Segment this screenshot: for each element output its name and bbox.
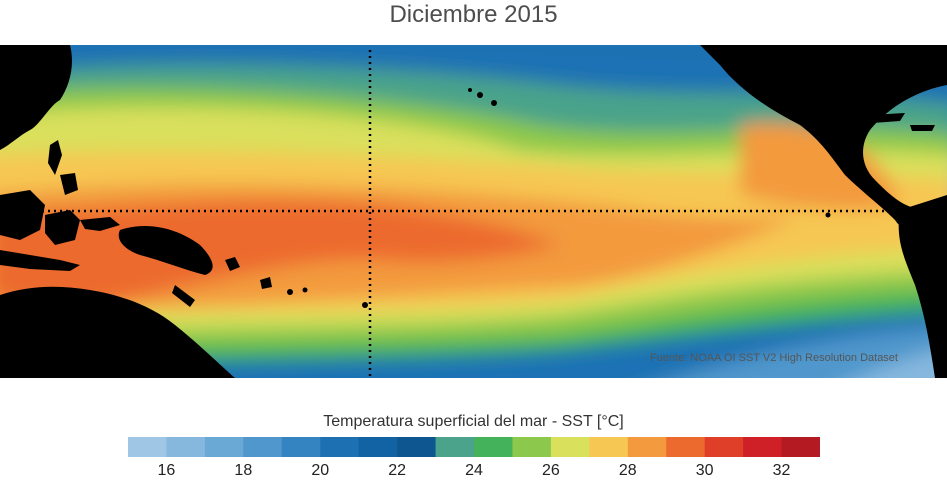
colorbar-swatch [627, 437, 667, 457]
colorbar-tick-label: 18 [234, 462, 253, 479]
colorbar-tick-label: 24 [465, 462, 483, 479]
colorbar-swatch [512, 437, 552, 457]
map-title: Diciembre 2015 [389, 1, 558, 28]
colorbar-swatch [281, 437, 321, 457]
colorbar-tick-label: 22 [388, 462, 406, 479]
sst-map: Fuente: NOAA OI SST V2 High Resolution D… [0, 45, 947, 378]
colorbar-label: Temperatura superficial del mar - SST [°… [323, 413, 624, 430]
colorbar-swatch [358, 437, 398, 457]
colorbar-swatch [320, 437, 360, 457]
colorbar-tick-label: 16 [157, 462, 176, 479]
colorbar-swatch [743, 437, 783, 457]
colorbar-tick-label: 20 [311, 462, 330, 479]
land-masses [0, 45, 947, 378]
colorbar-tick-label: 32 [772, 462, 791, 479]
colorbar-tick-label: 28 [618, 462, 637, 479]
colorbar-swatch [474, 437, 513, 457]
colorbar [128, 437, 820, 457]
colorbar-swatch [666, 437, 706, 457]
colorbar-swatch [243, 437, 283, 457]
colorbar-tick-label: 30 [695, 462, 714, 479]
colorbar-swatch [550, 437, 590, 457]
colorbar-tick-label: 26 [541, 462, 560, 479]
colorbar-swatch [128, 437, 167, 457]
colorbar-swatch [204, 437, 244, 457]
source-note: Fuente: NOAA OI SST V2 High Resolution D… [650, 352, 898, 364]
colorbar-swatch [589, 437, 629, 457]
colorbar-ticks: 16 18 20 22 24 26 28 30 32 [0, 462, 947, 482]
colorbar-swatch [166, 437, 206, 457]
colorbar-swatch [781, 437, 820, 457]
colorbar-swatch [397, 437, 437, 457]
colorbar-swatch [435, 437, 475, 457]
colorbar-swatch [704, 437, 744, 457]
